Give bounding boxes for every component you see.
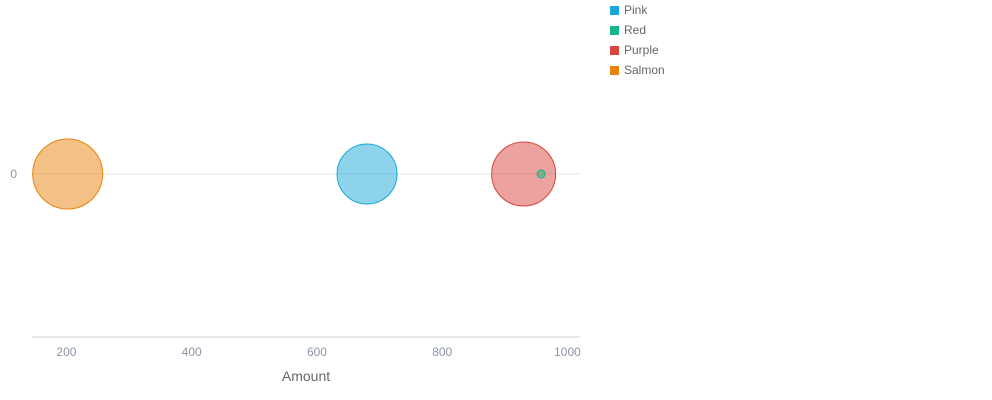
x-tick-label-600: 600 [307,345,327,359]
legend-swatch-purple [610,46,619,55]
legend-swatch-salmon [610,66,619,75]
axis-layer: 0 200 400 600 800 1000 [10,167,581,359]
legend-label-red: Red [624,23,646,37]
x-tick-label-400: 400 [182,345,202,359]
bubble-layer [32,138,557,210]
legend-swatch-pink [610,6,619,15]
bubble-purple [491,141,557,207]
legend-swatch-red [610,26,619,35]
legend-label-pink: Pink [624,3,648,17]
x-tick-label-1000: 1000 [554,345,581,359]
legend-label-purple: Purple [624,43,659,57]
bubble-pink [336,143,398,205]
legend-label-salmon: Salmon [624,63,665,77]
legend: Pink Red Purple Salmon [610,3,665,77]
x-tick-label-200: 200 [56,345,76,359]
bubble-red [536,169,546,179]
x-tick-label-800: 800 [432,345,452,359]
y-tick-label-0: 0 [10,167,17,181]
bubble-salmon [32,138,104,210]
x-axis-title: Amount [282,368,330,384]
